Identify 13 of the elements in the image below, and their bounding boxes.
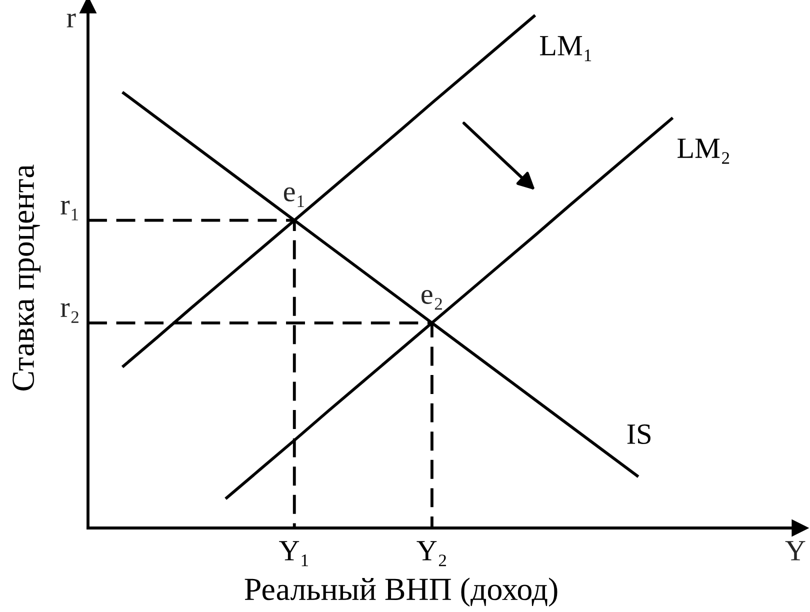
series-label: LM₁ [540,36,592,62]
series-label: LM₂ [678,138,730,164]
series-label: IS [627,424,650,444]
x-axis-title: Реальный ВНП (доход) [244,578,558,607]
text: r [66,13,76,28]
annotation: e₁ [284,187,304,207]
text: Y [785,541,806,560]
x-tick-label: Y₂ [416,541,446,566]
y-axis-title: Ставка процента [12,164,41,391]
text: r₂ [60,303,78,323]
x-tick-label: Y₁ [279,541,308,566]
annotation: e₂ [422,290,442,310]
text: r₁ [60,200,78,220]
